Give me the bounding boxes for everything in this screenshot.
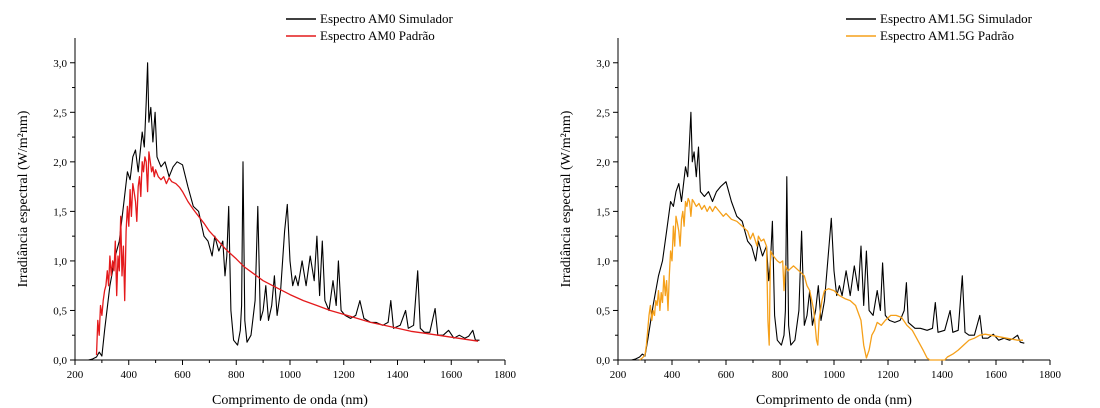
y-tick-label: 1,5 xyxy=(596,206,610,218)
x-tick-label: 1600 xyxy=(985,369,1008,381)
x-tick-label: 200 xyxy=(610,369,627,381)
series-line-2 xyxy=(639,197,1023,361)
y-tick-label: 1,5 xyxy=(53,206,67,218)
chart-2: 200 400 600 800 1000 1200 1400 1600 1800 0,0 0,5 1,… xyxy=(559,11,1062,408)
x-tick-label: 1800 xyxy=(494,369,517,381)
x-tick-label: 800 xyxy=(228,369,245,381)
y-tick-label: 0,5 xyxy=(53,305,67,317)
y-tick-label: 1,0 xyxy=(53,256,67,268)
x-tick-label: 1200 xyxy=(333,369,356,381)
y-tick-label: 2,5 xyxy=(53,107,67,119)
legend-label-1: Espectro AM1.5G Simulador xyxy=(880,11,1033,26)
series-line-2 xyxy=(95,151,479,356)
x-tick-label: 1400 xyxy=(931,369,954,381)
y-tick-label: 1,0 xyxy=(596,256,610,268)
legend-label-2: Espectro AM0 Padrão xyxy=(320,28,435,43)
x-tick-label: 400 xyxy=(664,369,681,381)
chart-1: 200 400 600 800 1000 1200 1400 1600 1800 0,0 0,5 1,… xyxy=(16,11,517,408)
x-axis-label: Comprimento de onda (nm) xyxy=(212,393,368,408)
y-tick-label: 0,0 xyxy=(53,355,67,367)
x-tick-label: 1200 xyxy=(877,369,900,381)
y-tick-label: 0,0 xyxy=(596,355,610,367)
x-tick-label: 800 xyxy=(772,369,789,381)
series-line-1 xyxy=(631,111,1025,361)
y-axis-label: Irradiância espectral (W/m²nm) xyxy=(559,110,574,287)
x-tick-label: 1400 xyxy=(387,369,410,381)
x-axis-label: Comprimento de onda (nm) xyxy=(756,393,912,408)
y-tick-label: 3,0 xyxy=(53,58,67,70)
legend-label-1: Espectro AM0 Simulador xyxy=(320,11,454,26)
x-tick-label: 1000 xyxy=(823,369,846,381)
x-tick-label: 200 xyxy=(67,369,84,381)
y-tick-label: 0,5 xyxy=(596,305,610,317)
legend-label-2: Espectro AM1.5G Padrão xyxy=(880,28,1014,43)
y-tick-label: 3,0 xyxy=(596,58,610,70)
y-tick-label: 2,5 xyxy=(596,107,610,119)
y-axis-label: Irradiância espectral (W/m²nm) xyxy=(16,110,31,287)
x-tick-label: 1000 xyxy=(279,369,302,381)
y-tick-label: 2,0 xyxy=(596,157,610,169)
x-tick-label: 400 xyxy=(121,369,138,381)
x-tick-label: 1600 xyxy=(440,369,463,381)
y-tick-label: 2,0 xyxy=(53,157,67,169)
x-tick-label: 600 xyxy=(174,369,191,381)
series-line-1 xyxy=(88,62,480,361)
x-tick-label: 1800 xyxy=(1039,369,1062,381)
x-tick-label: 600 xyxy=(718,369,735,381)
